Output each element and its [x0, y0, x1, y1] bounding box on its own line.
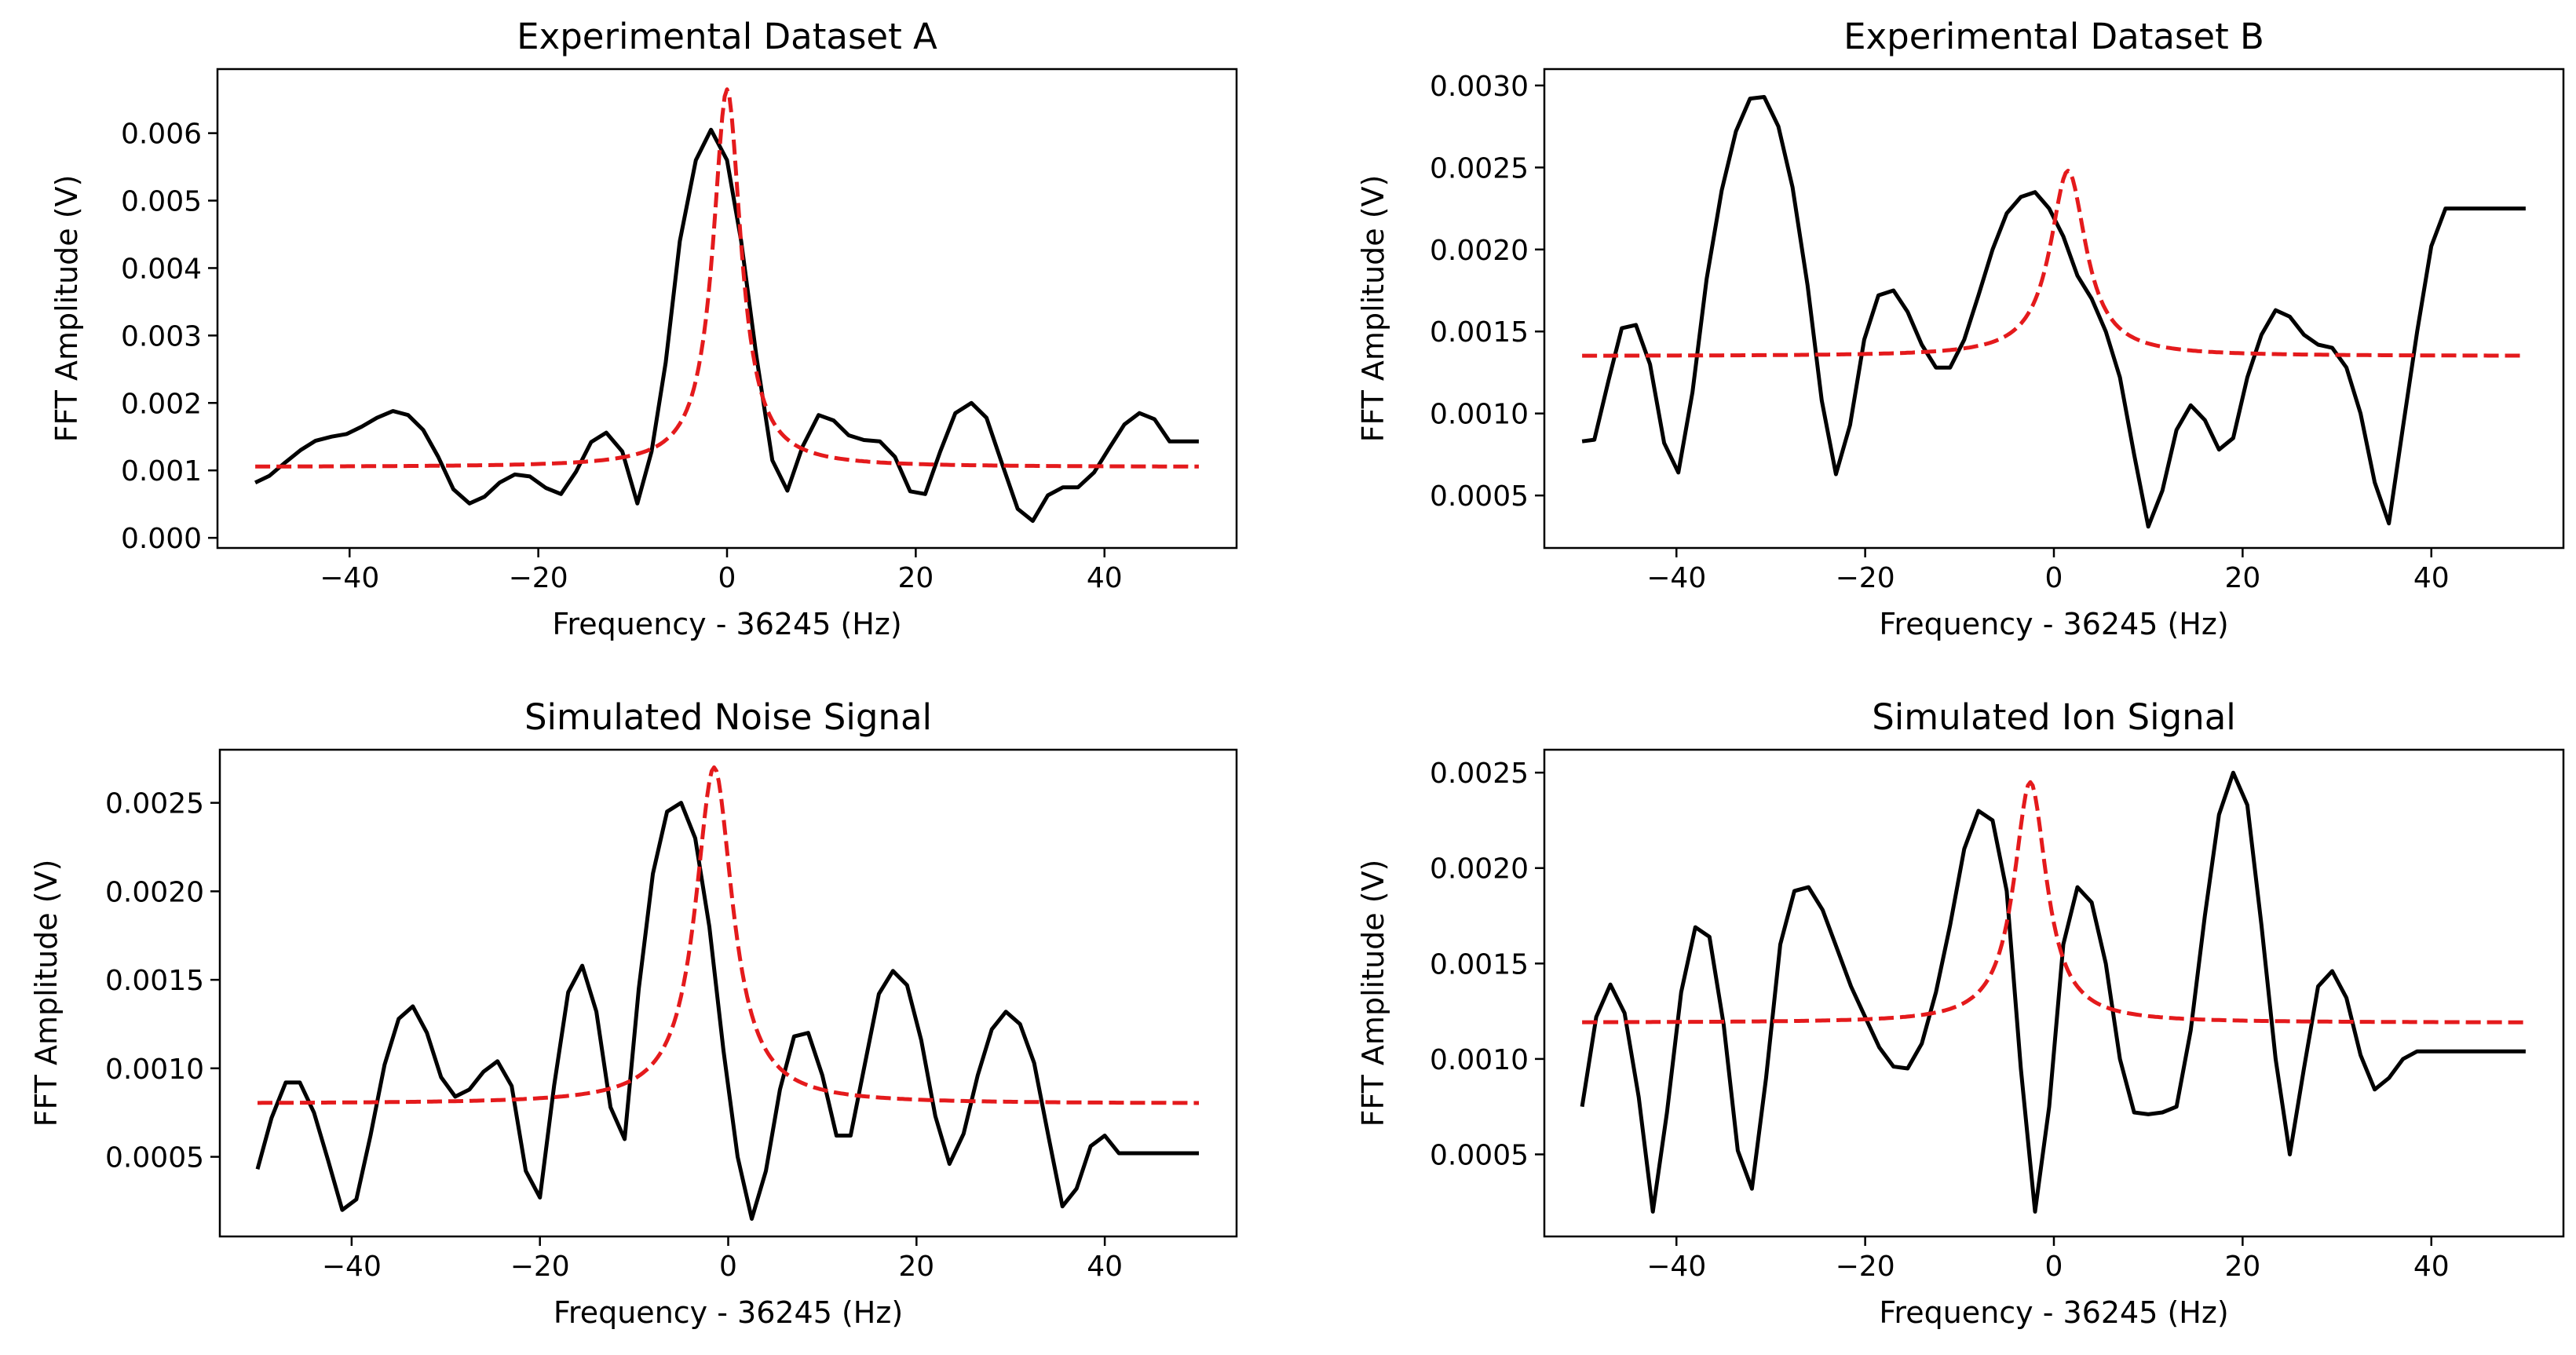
x-tick-label: 20 [898, 1251, 934, 1283]
y-tick-label: 0.0005 [105, 1142, 204, 1174]
subplot-2: −40 −20 0 20 40 0.0005 0.0010 0.0015 0.0020 0.002… [1356, 16, 2565, 641]
series-group [255, 765, 1199, 1221]
y-tick-label: 0.0020 [105, 876, 204, 908]
y-axis-label: FFT Amplitude (V) [29, 860, 64, 1127]
x-tick-label: −20 [1836, 1251, 1895, 1283]
axes-frame [1543, 748, 2565, 1238]
y-tick-label: 0.005 [121, 186, 202, 218]
y-tick-label: 0.0020 [1430, 853, 1529, 886]
fit-curve [258, 765, 1199, 1105]
fit-curve [1582, 780, 2526, 1024]
y-tick-label: 0.0025 [105, 788, 204, 820]
y-tick-label: 0.0025 [1430, 152, 1529, 184]
chart-title: Simulated Ion Signal [1872, 696, 2236, 738]
y-tick-label: 0.003 [121, 320, 202, 352]
data-line [1580, 770, 2526, 1214]
y-tick-label: 0.002 [121, 388, 202, 420]
axes-frame [1543, 68, 2565, 550]
x-tick-label: −40 [320, 562, 379, 594]
y-tick-label: 0.0030 [1430, 71, 1529, 103]
x-tick-label: 20 [897, 562, 934, 594]
y-axis-label: FFT Amplitude (V) [1356, 860, 1390, 1127]
x-tick-label: 0 [718, 562, 736, 594]
x-tick-label: 40 [1087, 562, 1123, 594]
y-tick-label: 0.0020 [1430, 235, 1529, 267]
x-axis-label: Frequency - 36245 (Hz) [1879, 607, 2228, 641]
x-tick-label: 40 [1087, 1251, 1123, 1283]
y-tick-label: 0.0025 [1430, 758, 1529, 790]
x-tick-label: 0 [719, 1251, 737, 1283]
x-axis-label: Frequency - 36245 (Hz) [552, 607, 901, 641]
y-tick-label: 0.0005 [1430, 1139, 1529, 1171]
y-tick-label: 0.0010 [1430, 399, 1529, 431]
series-group [1580, 770, 2526, 1214]
y-tick-label: 0.0015 [105, 965, 204, 997]
fit-curve [1582, 169, 2526, 358]
y-axis-label: FFT Amplitude (V) [1356, 175, 1390, 443]
y-tick-label: 0.0015 [1430, 948, 1529, 981]
subplot-3: −40 −20 0 20 40 0.0005 0.0010 0.0015 0.0020 0.002… [29, 696, 1238, 1330]
x-tick-label: −40 [1646, 1251, 1706, 1283]
x-tick-label: −20 [1836, 562, 1895, 594]
x-tick-label: 0 [2045, 1251, 2063, 1283]
x-tick-label: 40 [2413, 562, 2450, 594]
y-tick-label: 0.0015 [1430, 316, 1529, 349]
y-axis-label: FFT Amplitude (V) [49, 175, 84, 443]
x-tick-label: −20 [509, 562, 568, 594]
y-tick-label: 0.006 [121, 119, 202, 151]
y-tick-label: 0.0010 [1430, 1044, 1529, 1076]
y-tick-label: 0.004 [121, 253, 202, 285]
data-line [254, 127, 1199, 524]
x-axis-label: Frequency - 36245 (Hz) [554, 1295, 903, 1330]
series-group [1581, 95, 2526, 529]
data-line [1581, 95, 2526, 529]
axes-frame [216, 68, 1238, 550]
fit-curve [255, 87, 1199, 469]
y-tick-label: 0.000 [121, 523, 202, 555]
subplot-1: −40 −20 0 20 40 0.000 0.001 0.002 0.003 0.004 0.00… [49, 16, 1238, 641]
x-tick-label: −40 [322, 1251, 382, 1283]
x-tick-label: 40 [2413, 1251, 2450, 1283]
x-axis-label: Frequency - 36245 (Hz) [1879, 1295, 2228, 1330]
chart-title: Simulated Noise Signal [524, 696, 932, 738]
x-tick-label: −20 [510, 1251, 570, 1283]
series-group [254, 87, 1199, 524]
chart-title: Experimental Dataset A [517, 16, 937, 57]
x-tick-label: 20 [2224, 1251, 2260, 1283]
x-tick-label: −40 [1646, 562, 1706, 594]
x-tick-label: 20 [2224, 562, 2260, 594]
y-tick-label: 0.0005 [1430, 480, 1529, 513]
chart-title: Experimental Dataset B [1843, 16, 2264, 57]
x-tick-label: 0 [2045, 562, 2063, 594]
subplot-4: −40 −20 0 20 40 0.0005 0.0010 0.0015 0.0020 0.002… [1356, 696, 2565, 1330]
y-tick-label: 0.0010 [105, 1054, 204, 1086]
data-line [255, 801, 1199, 1221]
y-tick-label: 0.001 [121, 455, 202, 488]
